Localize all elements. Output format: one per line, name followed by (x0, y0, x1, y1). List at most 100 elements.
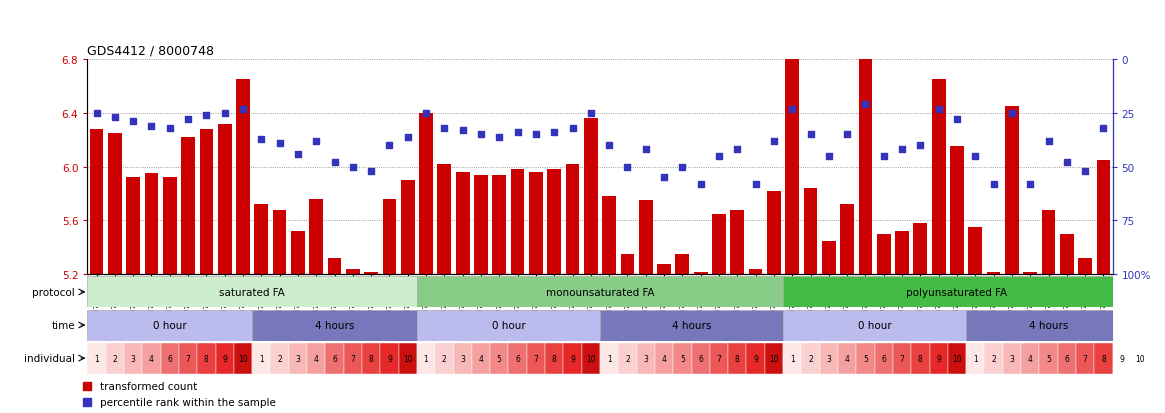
Point (123, 119, 142, 126)
Bar (438, 164, 451, 275)
Bar (291, 232, 305, 275)
Bar (930, 343, 948, 374)
Bar (123, 343, 142, 374)
Bar (911, 343, 930, 374)
Bar (764, 343, 783, 374)
Bar (984, 343, 1003, 374)
Point (819, 153, 838, 160)
Text: 2: 2 (277, 354, 282, 363)
Bar (493, 175, 506, 275)
Bar (856, 343, 875, 374)
Point (581, 110, 600, 117)
Text: 2: 2 (113, 354, 118, 363)
Bar (785, 57, 799, 275)
Point (216, 110, 234, 117)
Bar (87, 343, 106, 374)
Point (252, 136, 270, 142)
Bar (308, 343, 325, 374)
Point (545, 130, 564, 136)
Text: 2: 2 (809, 354, 813, 363)
Text: 9: 9 (223, 354, 227, 363)
Bar (472, 343, 490, 374)
Text: 4: 4 (662, 354, 666, 363)
Text: protocol: protocol (33, 287, 75, 297)
Text: saturated FA: saturated FA (219, 287, 285, 297)
Bar (783, 277, 1131, 308)
Bar (581, 343, 600, 374)
Bar (87, 310, 252, 341)
Bar (840, 205, 854, 275)
Bar (636, 343, 655, 374)
Text: 5: 5 (863, 354, 868, 363)
Text: 10: 10 (769, 354, 778, 363)
Bar (968, 228, 982, 275)
Bar (932, 80, 946, 275)
Bar (948, 343, 966, 374)
Point (362, 168, 381, 175)
Bar (859, 33, 873, 275)
Point (1094, 125, 1113, 132)
Point (344, 164, 362, 171)
Bar (474, 175, 488, 275)
Text: 6: 6 (881, 354, 887, 363)
Text: 8: 8 (918, 354, 923, 363)
Bar (783, 343, 802, 374)
Bar (767, 191, 781, 275)
Text: 5: 5 (496, 354, 502, 363)
Point (161, 125, 179, 132)
Bar (179, 343, 197, 374)
Point (636, 147, 655, 153)
Point (875, 153, 894, 160)
Text: 5: 5 (1046, 354, 1051, 363)
Point (892, 147, 911, 153)
Bar (783, 310, 966, 341)
Bar (142, 343, 161, 374)
Point (270, 140, 289, 147)
Bar (453, 343, 472, 374)
Point (728, 147, 747, 153)
Bar (456, 173, 469, 275)
Point (764, 138, 783, 145)
Text: 9: 9 (753, 354, 758, 363)
Bar (1005, 107, 1018, 275)
Text: 8: 8 (369, 354, 374, 363)
Point (234, 106, 253, 113)
Bar (529, 173, 543, 275)
Bar (655, 343, 673, 374)
Bar (197, 343, 216, 374)
Bar (289, 343, 308, 374)
Point (417, 110, 436, 117)
Text: 6: 6 (1065, 354, 1069, 363)
Point (783, 106, 802, 113)
Point (802, 132, 820, 138)
Text: transformed count: transformed count (100, 381, 197, 391)
Bar (584, 119, 598, 275)
Bar (545, 343, 564, 374)
Text: 8: 8 (552, 354, 557, 363)
Text: 4: 4 (1028, 354, 1032, 363)
Text: 10: 10 (952, 354, 962, 363)
Bar (564, 343, 581, 374)
Bar (365, 272, 377, 275)
Text: time: time (51, 320, 75, 330)
Bar (144, 174, 158, 275)
Point (984, 181, 1003, 188)
Text: 8: 8 (204, 354, 209, 363)
Bar (417, 310, 600, 341)
Bar (401, 180, 415, 275)
Bar (108, 134, 121, 275)
Point (1021, 181, 1039, 188)
Point (1075, 168, 1094, 175)
Point (691, 181, 709, 188)
Bar (270, 343, 289, 374)
Bar (913, 223, 927, 275)
Point (709, 153, 728, 160)
Text: 1: 1 (424, 354, 429, 363)
Text: 7: 7 (351, 354, 355, 363)
Bar (1003, 343, 1021, 374)
Point (856, 102, 875, 108)
Text: 5: 5 (680, 354, 685, 363)
Bar (877, 234, 890, 275)
Text: 9: 9 (937, 354, 941, 363)
Bar (106, 343, 123, 374)
